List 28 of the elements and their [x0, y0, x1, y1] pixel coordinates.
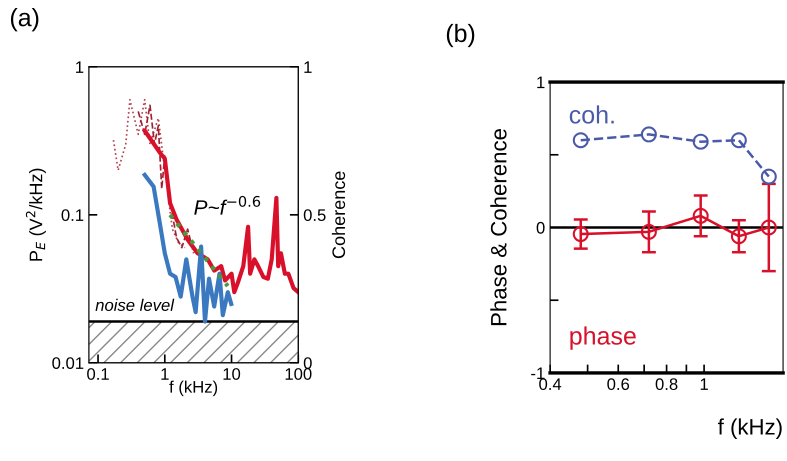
chart-title: (a): [10, 8, 38, 32]
chart-title: (b): [446, 24, 474, 48]
x-tick-label: 0.8: [656, 378, 678, 390]
y-tick-label: 0.1: [62, 209, 84, 222]
y-tick-label: 0: [536, 222, 545, 234]
x-axis-title: f (kHz): [169, 380, 218, 396]
x-tick-label: 1: [161, 368, 169, 380]
y2-tick-label: 0.5: [304, 209, 326, 222]
y2-tick-label: 1: [304, 61, 312, 73]
y-axis-title: Phase & Coherence: [490, 129, 507, 326]
annotation: P~f$^{−0.6}$: [194, 196, 260, 215]
x-tick-label: 0.4: [539, 378, 562, 390]
series-label: coh.: [570, 105, 614, 124]
x-tick-label: 10: [224, 368, 240, 380]
ref-line-label: noise level: [95, 298, 174, 311]
y-tick-label: 1: [537, 76, 544, 88]
x-axis-title: f (kHz): [718, 418, 782, 440]
y-tick-label: 1: [76, 61, 84, 73]
y-tick-label: 0.01: [52, 357, 84, 370]
y2-axis-title: Coherence: [332, 171, 346, 258]
y-tick-label: -1: [531, 368, 544, 379]
y2-tick-label: 0: [304, 357, 312, 370]
x-tick-label: 0.6: [607, 378, 630, 390]
x-tick-label: 100: [286, 368, 312, 380]
text: phase: [570, 326, 636, 350]
x-tick-label: 0.1: [87, 368, 109, 380]
y-axis-title: P$_{E}$ (V$^{2}$/kHz): [26, 168, 46, 261]
x-tick-label: 1: [700, 378, 708, 390]
